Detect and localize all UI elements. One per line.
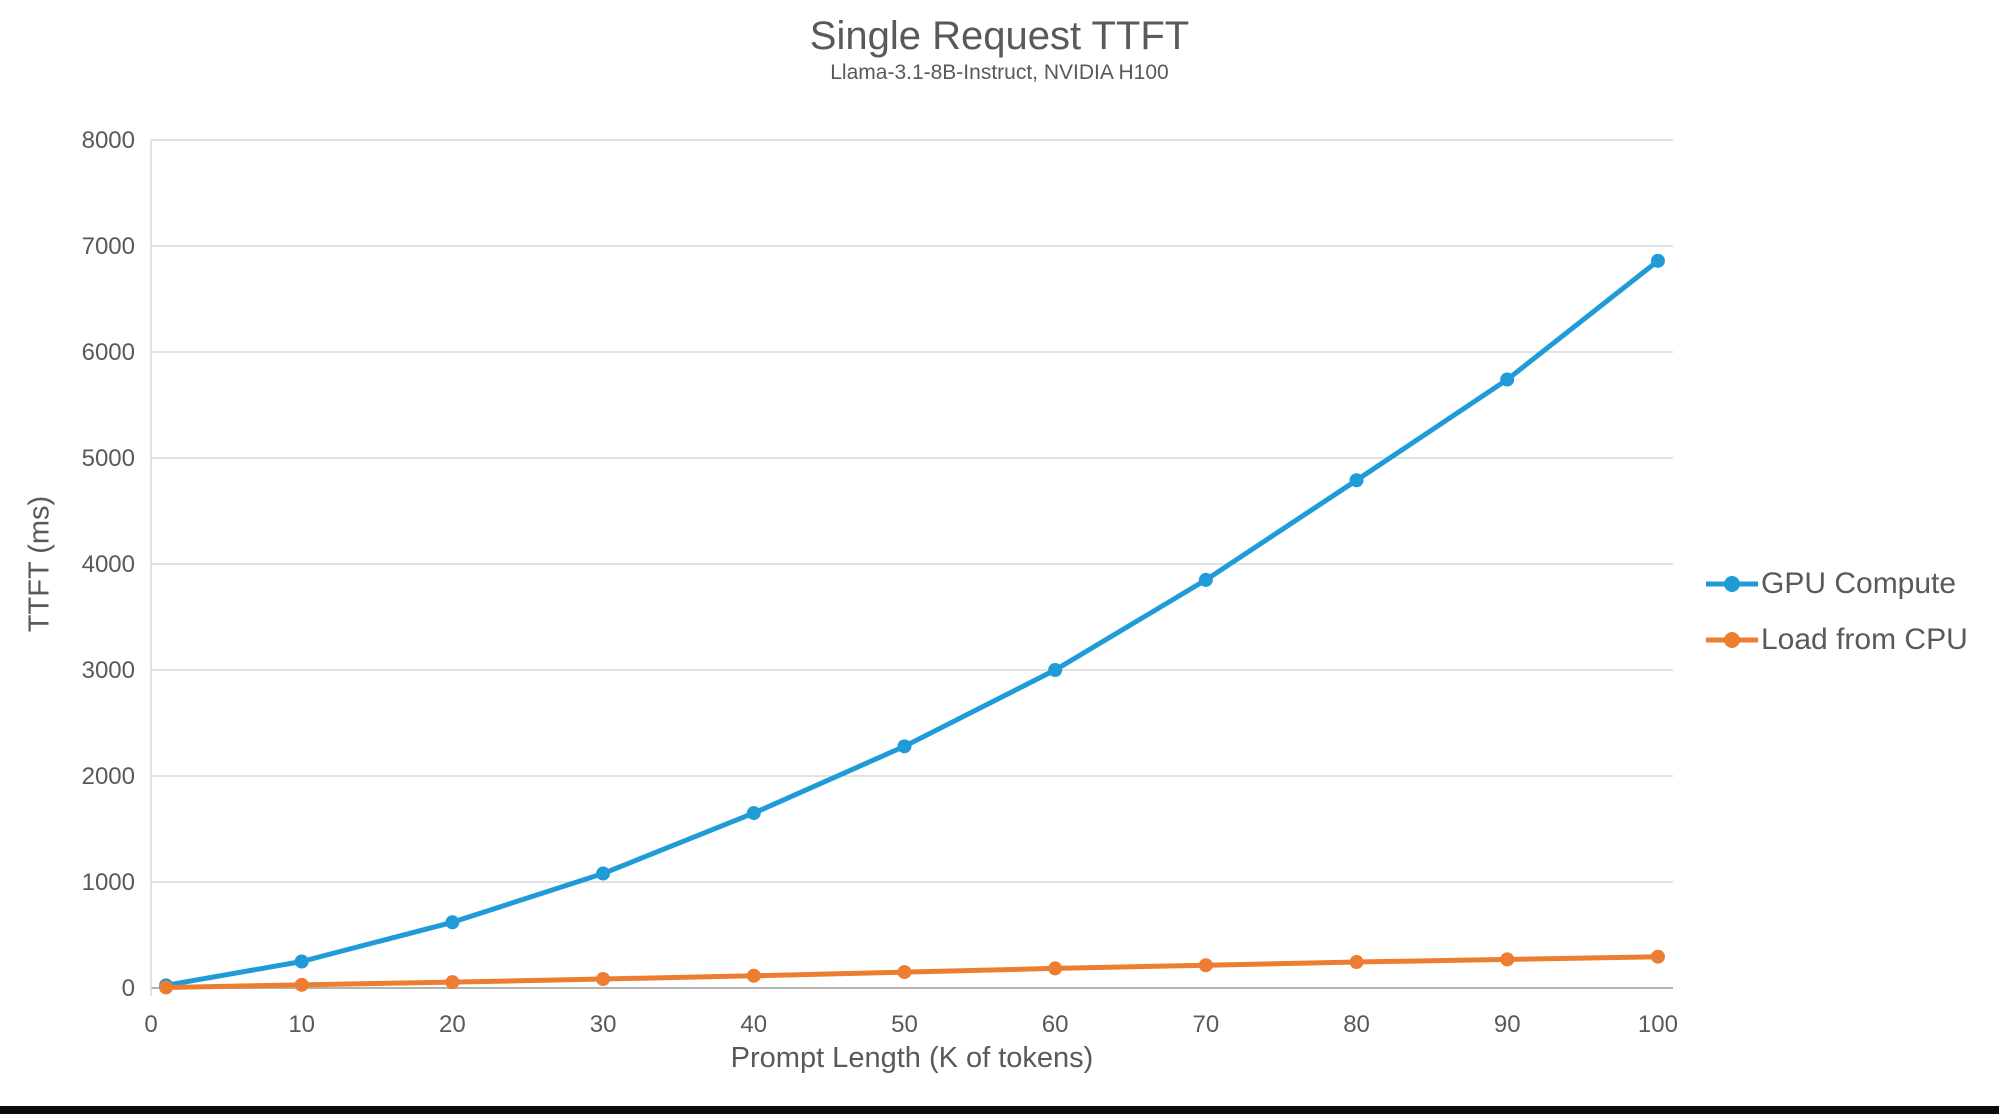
data-point-load-from-cpu-30: [596, 971, 611, 986]
data-point-gpu-compute-30: [596, 866, 611, 881]
data-point-load-from-cpu-1: [159, 980, 174, 995]
x-tick-label-0: 0: [144, 1011, 157, 1038]
x-tick-label-70: 70: [1192, 1011, 1219, 1038]
data-point-gpu-compute-100: [1650, 253, 1665, 268]
data-point-gpu-compute-20: [445, 915, 460, 930]
x-tick-label-60: 60: [1042, 1011, 1069, 1038]
x-tick-label-50: 50: [891, 1011, 918, 1038]
y-tick-label-8000: 8000: [82, 127, 135, 154]
legend-marker-dot: [1724, 576, 1740, 592]
series-line-load-from-cpu: [163, 954, 1661, 990]
data-point-load-from-cpu-10: [294, 977, 309, 992]
data-point-load-from-cpu-90: [1500, 952, 1515, 967]
data-point-gpu-compute-40: [746, 806, 761, 821]
chart-title: Single Request TTFT: [809, 14, 1190, 58]
legend: GPU Compute Load from CPU: [1706, 556, 1968, 668]
x-tick-label-10: 10: [288, 1011, 315, 1038]
y-tick-label-0: 0: [122, 975, 135, 1002]
data-point-load-from-cpu-40: [746, 968, 761, 983]
data-point-gpu-compute-60: [1048, 663, 1063, 677]
series-line-gpu-compute: [163, 258, 1661, 988]
data-point-load-from-cpu-100: [1650, 949, 1665, 964]
data-point-load-from-cpu-20: [445, 975, 460, 990]
y-tick-label-5000: 5000: [82, 445, 135, 472]
y-tick-label-1000: 1000: [82, 869, 135, 896]
x-axis-title: Prompt Length (K of tokens): [730, 1042, 1094, 1074]
legend-item-load-from-cpu: Load from CPU: [1706, 612, 1968, 668]
x-tick-label-80: 80: [1343, 1011, 1370, 1038]
y-tick-label-7000: 7000: [82, 233, 135, 260]
legend-marker-icon: [1706, 576, 1758, 592]
data-point-gpu-compute-70: [1198, 572, 1213, 587]
y-tick-label-4000: 4000: [82, 551, 135, 578]
data-point-gpu-compute-80: [1349, 473, 1364, 488]
data-point-load-from-cpu-60: [1048, 961, 1063, 976]
x-tick-label-20: 20: [439, 1011, 466, 1038]
x-tick-label-100: 100: [1638, 1011, 1678, 1038]
legend-marker-dot: [1724, 632, 1740, 648]
x-tick-label-30: 30: [590, 1011, 617, 1038]
y-tick-label-6000: 6000: [82, 339, 135, 366]
legend-label: Load from CPU: [1761, 623, 1968, 656]
chart-subtitle: Llama-3.1-8B-Instruct, NVIDIA H100: [830, 61, 1169, 84]
legend-marker-icon: [1706, 632, 1758, 648]
x-tick-label-90: 90: [1494, 1011, 1521, 1038]
data-point-gpu-compute-10: [294, 954, 309, 969]
y-tick-label-3000: 3000: [82, 657, 135, 684]
x-tick-label-40: 40: [740, 1011, 767, 1038]
y-tick-label-2000: 2000: [82, 763, 135, 790]
legend-item-gpu-compute: GPU Compute: [1706, 556, 1968, 612]
bottom-border-bar: [0, 1106, 1999, 1114]
data-point-load-from-cpu-70: [1198, 958, 1213, 973]
data-point-load-from-cpu-80: [1349, 955, 1364, 970]
data-point-gpu-compute-90: [1500, 372, 1515, 387]
data-point-load-from-cpu-50: [897, 965, 912, 980]
data-point-gpu-compute-50: [897, 739, 912, 754]
legend-label: GPU Compute: [1761, 567, 1957, 600]
